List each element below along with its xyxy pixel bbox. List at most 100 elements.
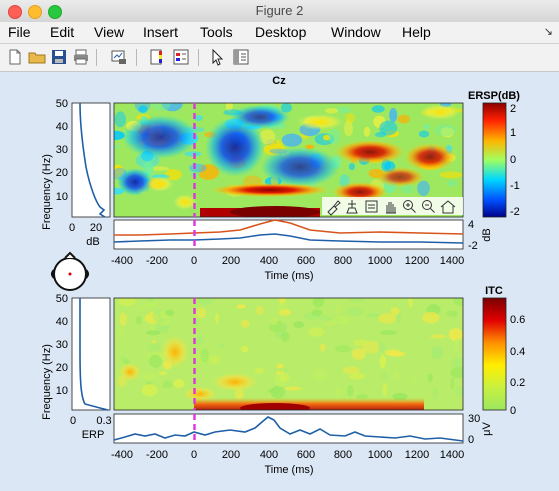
itc-texture-cell — [380, 371, 387, 380]
brush-icon[interactable] — [327, 200, 341, 216]
zoom-window-icon[interactable] — [48, 5, 62, 19]
menu-view[interactable]: View — [94, 24, 125, 40]
ersp-texture-cell — [417, 180, 430, 196]
pan-icon[interactable] — [386, 202, 396, 214]
itc-texture-cell — [348, 372, 366, 380]
itc-texture-cell — [162, 380, 173, 389]
svg-text:10: 10 — [56, 191, 68, 203]
erp-curve — [113, 416, 464, 442]
menu-insert[interactable]: Insert — [143, 24, 179, 40]
menu-overflow-icon[interactable]: ↘ — [543, 26, 553, 38]
itc-texture-cell — [240, 345, 249, 353]
time-label-bottom: Time (ms) — [264, 464, 313, 476]
itc-texture-cell — [450, 367, 463, 379]
itc-texture-cell — [454, 337, 459, 351]
ersp-texture-cell — [138, 105, 148, 113]
menu-help[interactable]: Help — [402, 24, 431, 40]
home-icon[interactable] — [440, 200, 456, 214]
figure-plots: Cz — [41, 75, 525, 476]
ersp-texture-cell — [344, 120, 353, 137]
menu-window[interactable]: Window — [331, 24, 381, 40]
itc-texture-cell — [236, 304, 247, 309]
svg-text:200: 200 — [222, 255, 240, 267]
zoom-in-icon[interactable] — [403, 200, 416, 213]
close-icon[interactable] — [8, 5, 22, 19]
itc-texture-cell — [411, 376, 417, 381]
save-icon[interactable] — [50, 48, 68, 66]
zoom-out-icon[interactable] — [422, 200, 435, 213]
uv-right-tick-0: 0 — [468, 434, 474, 446]
ersp-texture-cell — [374, 131, 387, 138]
svg-text:50: 50 — [56, 98, 68, 110]
itc-texture-cell — [351, 348, 366, 360]
db-right-tick-neg2: -2 — [468, 240, 478, 252]
svg-text:600: 600 — [297, 255, 315, 267]
svg-text:1200: 1200 — [405, 255, 429, 267]
uv-right-label: μV — [481, 422, 493, 436]
insert-legend-icon[interactable] — [172, 48, 190, 66]
insert-colorbar-icon[interactable] — [148, 48, 166, 66]
itc-texture-cell — [383, 301, 389, 308]
figure-toolbar — [0, 44, 559, 72]
ersp-texture-cell — [423, 123, 430, 130]
itc-texture-cell — [382, 383, 388, 396]
menu-desktop[interactable]: Desktop — [255, 24, 307, 40]
print-icon[interactable] — [72, 48, 90, 66]
time-label-top: Time (ms) — [264, 270, 313, 282]
toolbar-separator — [198, 49, 199, 66]
ersp-colorbar-label: ERSP(dB) — [468, 90, 520, 102]
ersp-texture-cell — [114, 144, 122, 149]
itc-texture-cell — [200, 348, 209, 363]
new-figure-icon[interactable] — [6, 48, 24, 66]
itc-texture-cell — [270, 316, 278, 326]
itc-y-ticks: 50 40 30 20 10 — [56, 293, 68, 397]
ersp-texture-cell — [379, 120, 398, 136]
itc-texture-cell — [280, 331, 290, 342]
baseline-tick-20: 20 — [90, 222, 102, 234]
open-folder-icon[interactable] — [28, 48, 46, 66]
pointer-icon[interactable] — [208, 48, 226, 66]
figure-canvas: Cz — [0, 72, 559, 491]
itc-texture-cell — [119, 312, 128, 327]
itc-texture-cell — [450, 377, 455, 390]
itc-texture-cell — [336, 386, 342, 397]
title-bar: Figure 2 — [0, 0, 559, 23]
itc-texture-cell — [218, 343, 226, 348]
itc-texture-cell — [209, 355, 221, 365]
tip-icon[interactable] — [365, 200, 378, 213]
data-cursor-icon[interactable] — [346, 200, 358, 214]
ersp-texture-cell — [418, 130, 430, 138]
ersp-texture-cell — [194, 115, 203, 121]
svg-text:200: 200 — [222, 449, 240, 461]
itc-texture-cell — [429, 334, 447, 339]
itc-texture-cell — [348, 298, 366, 303]
itc-texture-cell — [378, 313, 397, 324]
itc-texture-cell — [356, 394, 368, 399]
menu-edit[interactable]: Edit — [50, 24, 75, 40]
svg-text:-400: -400 — [111, 255, 133, 267]
property-editor-icon[interactable] — [232, 48, 250, 66]
itc-texture-cell — [140, 371, 158, 380]
link-plot-icon[interactable] — [110, 48, 128, 66]
minimize-icon[interactable] — [28, 5, 42, 19]
ersp-texture-cell — [161, 103, 183, 112]
itc-texture-cell — [312, 368, 327, 381]
ersp-texture-cell — [348, 163, 355, 171]
menu-file[interactable]: File — [8, 24, 31, 40]
erp-label: ERP — [82, 429, 105, 441]
itc-texture-cell — [454, 386, 463, 397]
itc-texture-cell — [255, 305, 264, 315]
db-label: dB — [86, 236, 99, 248]
itc-texture-cell — [149, 354, 162, 368]
itc-texture-cell — [279, 373, 290, 382]
menu-tools[interactable]: Tools — [200, 24, 233, 40]
svg-text:600: 600 — [297, 449, 315, 461]
axes-toolbar — [322, 197, 463, 216]
ersp-texture-cell — [335, 106, 351, 114]
svg-text:10: 10 — [56, 385, 68, 397]
window-title: Figure 2 — [255, 3, 304, 18]
ersp-texture-cell — [371, 105, 385, 113]
itc-texture-cell — [282, 322, 287, 333]
svg-text:0.6: 0.6 — [510, 314, 525, 326]
